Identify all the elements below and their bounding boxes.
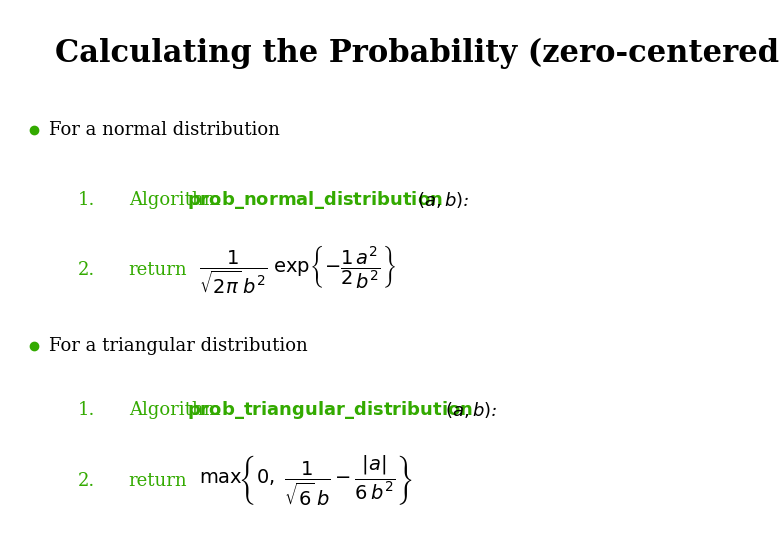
Text: return: return: [129, 261, 187, 279]
Text: 1.: 1.: [78, 191, 95, 209]
Text: return: return: [129, 471, 187, 490]
Text: $\mathbf{prob\_normal\_distribution}$: $\mathbf{prob\_normal\_distribution}$: [187, 189, 443, 211]
Text: Algorithm: Algorithm: [129, 401, 226, 420]
Text: For a normal distribution: For a normal distribution: [49, 120, 280, 139]
Text: $\max\!\left\{0,\;\dfrac{1}{\sqrt{6}\,b} - \dfrac{|a|}{6\,b^2}\right\}$: $\max\!\left\{0,\;\dfrac{1}{\sqrt{6}\,b}…: [199, 454, 413, 508]
Text: 2.: 2.: [78, 471, 95, 490]
Text: 1.: 1.: [78, 401, 95, 420]
Text: $(a,b)$:: $(a,b)$:: [445, 400, 497, 421]
Text: For a triangular distribution: For a triangular distribution: [49, 336, 308, 355]
Text: $\mathbf{prob\_triangular\_distribution}$: $\mathbf{prob\_triangular\_distribution}…: [187, 400, 473, 421]
Text: Calculating the Probability (zero-centered): Calculating the Probability (zero-center…: [55, 38, 780, 69]
Text: Algorithm: Algorithm: [129, 191, 226, 209]
Text: $(a,b)$:: $(a,b)$:: [417, 190, 470, 210]
Text: 2.: 2.: [78, 261, 95, 279]
Text: $\dfrac{1}{\sqrt{2\pi}\, b^2}\;\exp\!\left\{-\dfrac{1}{2}\dfrac{a^2}{b^2}\right\: $\dfrac{1}{\sqrt{2\pi}\, b^2}\;\exp\!\le…: [199, 244, 395, 296]
